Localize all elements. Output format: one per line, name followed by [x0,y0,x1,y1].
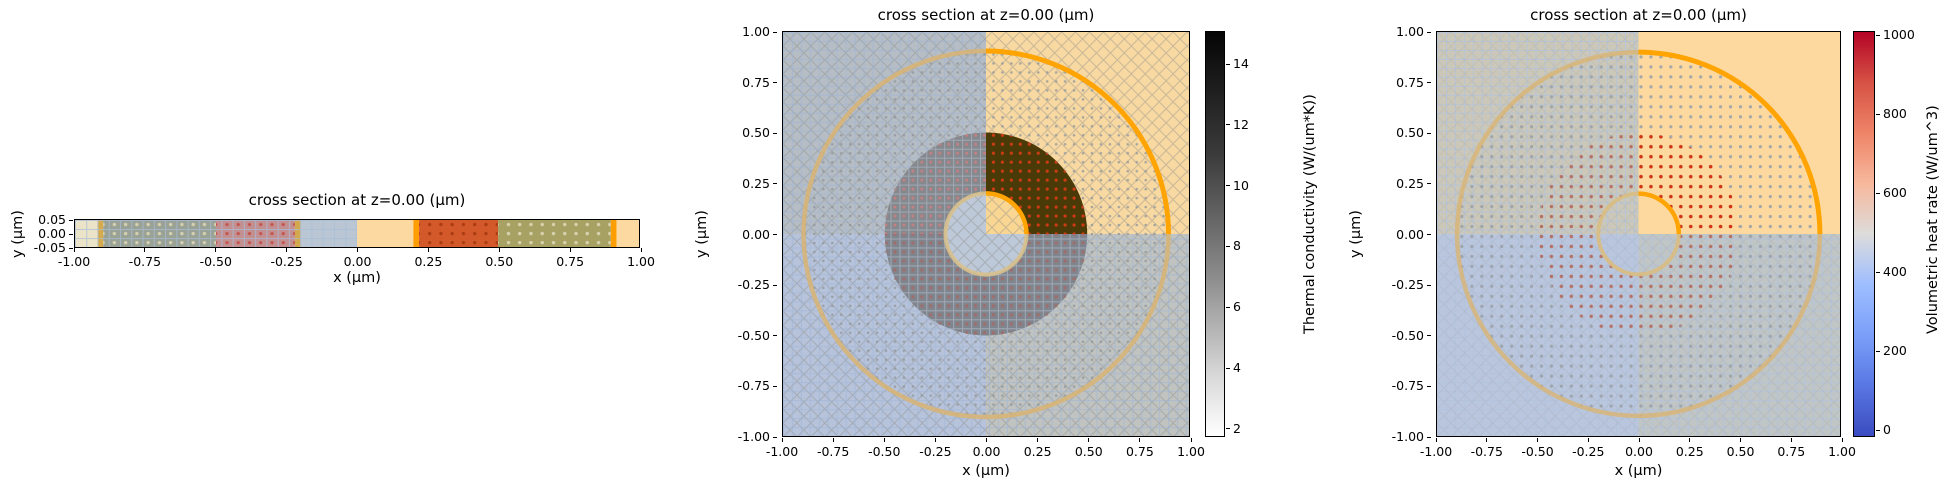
heat-y-ticks: 1.00 0.75 0.50 0.25 0.00 -0.25 -0.50 -0.75 -1.00 [1366,25,1432,444]
heat-x-ticks: -1.00 -0.75 -0.50 -0.25 0.00 0.25 0.50 0.75 1.00 [1419,438,1856,459]
tick-label: -0.25 [1392,278,1432,292]
tick-label: 0.50 [1396,126,1431,140]
strip-title: cross section at z=0.00 (µm) [248,191,466,209]
tick-label: -0.75 [738,379,778,393]
monitor-dots [1437,32,1840,436]
conductivity-y-ticks: 1.00 0.75 0.50 0.25 0.00 -0.25 -0.50 -0.75 -1.00 [712,25,778,444]
tick-label: 0 [1876,423,1891,437]
tick-label: 0.00 [1396,227,1431,242]
tick-label: -0.50 [1392,328,1432,343]
tick-label: 0.00 [742,227,777,242]
tick-label: 600 [1876,186,1907,200]
tick-label: 1.00 [742,25,777,39]
tick-label: 2 [1226,421,1241,436]
strip-plot-canvas [74,219,640,248]
tick-label: 200 [1876,344,1907,358]
strip-y-ticks: 0.05 0.00 -0.05 [14,213,74,255]
tick-label: 400 [1876,265,1907,279]
conductivity-colorbar-label: Thermal conductivity (W/(um*K)) [1302,94,1318,334]
heat-colorbar-ticks: 1000 800 600 400 200 0 [1876,28,1915,437]
tick-label: 0.50 [742,126,777,140]
tick-label: 1.00 [1396,25,1431,39]
strip-xlabel: x (µm) [333,270,381,286]
conductivity-plot-canvas [782,31,1190,437]
conductivity-plot-svg [783,32,1189,436]
heat-plot-svg [1437,32,1840,436]
strip-plot-svg [75,220,639,247]
tick-label: 10 [1226,178,1249,193]
tick-label: -0.25 [738,278,778,292]
heat-colorbar [1853,31,1875,437]
tick-label: 6 [1226,300,1241,314]
tick-label: 4 [1226,361,1241,375]
conductivity-colorbar-ticks: 14 12 10 8 6 4 2 [1226,57,1249,436]
tick-label: 0.25 [742,176,777,191]
tick-label: 0.75 [742,75,777,90]
strip-x-ticks: -1.00 -0.75 -0.50 -0.25 0.00 0.25 0.50 0.75 1.00 [57,248,655,269]
conductivity-ylabel: y (µm) [694,210,710,258]
shell-ring [1454,49,1823,419]
tick-label: 8 [1226,239,1241,253]
tick-label: 1000 [1876,28,1915,42]
conductivity-xlabel: x (µm) [962,463,1010,479]
core-ring [943,191,1029,277]
tick-label: 800 [1876,107,1907,121]
tick-label: 0.00 [38,227,73,241]
heat-title: cross section at z=0.00 (µm) [1530,6,1747,24]
tick-label: -1.00 [738,430,778,444]
tick-label: 12 [1226,117,1249,132]
tick-label: 0.75 [1396,75,1431,90]
heat-colorbar-label: Volumetric heat rate (W/um^3) [1925,105,1941,334]
tick-label: -0.75 [1392,379,1432,393]
heat-xlabel: x (µm) [1614,463,1663,479]
heat-ylabel: y (µm) [1348,210,1364,258]
conductivity-x-ticks: -1.00 -0.75 -0.50 -0.25 0.00 0.25 0.50 0.75 1.00 [765,438,1205,459]
tick-label: -1.00 [1392,430,1432,444]
tick-label: -0.50 [738,328,778,343]
tick-label: 0.05 [38,213,73,227]
tick-label: -0.05 [34,241,74,255]
tick-label: 14 [1226,57,1249,71]
strip-ylabel: y (µm) [10,210,26,258]
shell-ring [801,48,1171,420]
core-ring [1596,191,1682,277]
strip-segments [75,220,639,247]
conductivity-colorbar [1205,31,1225,437]
conductivity-title: cross section at z=0.00 (µm) [877,6,1095,24]
tick-label: 0.25 [1396,176,1431,191]
conductivity-core-disc [945,193,1027,275]
heat-plot-canvas [1436,31,1841,437]
